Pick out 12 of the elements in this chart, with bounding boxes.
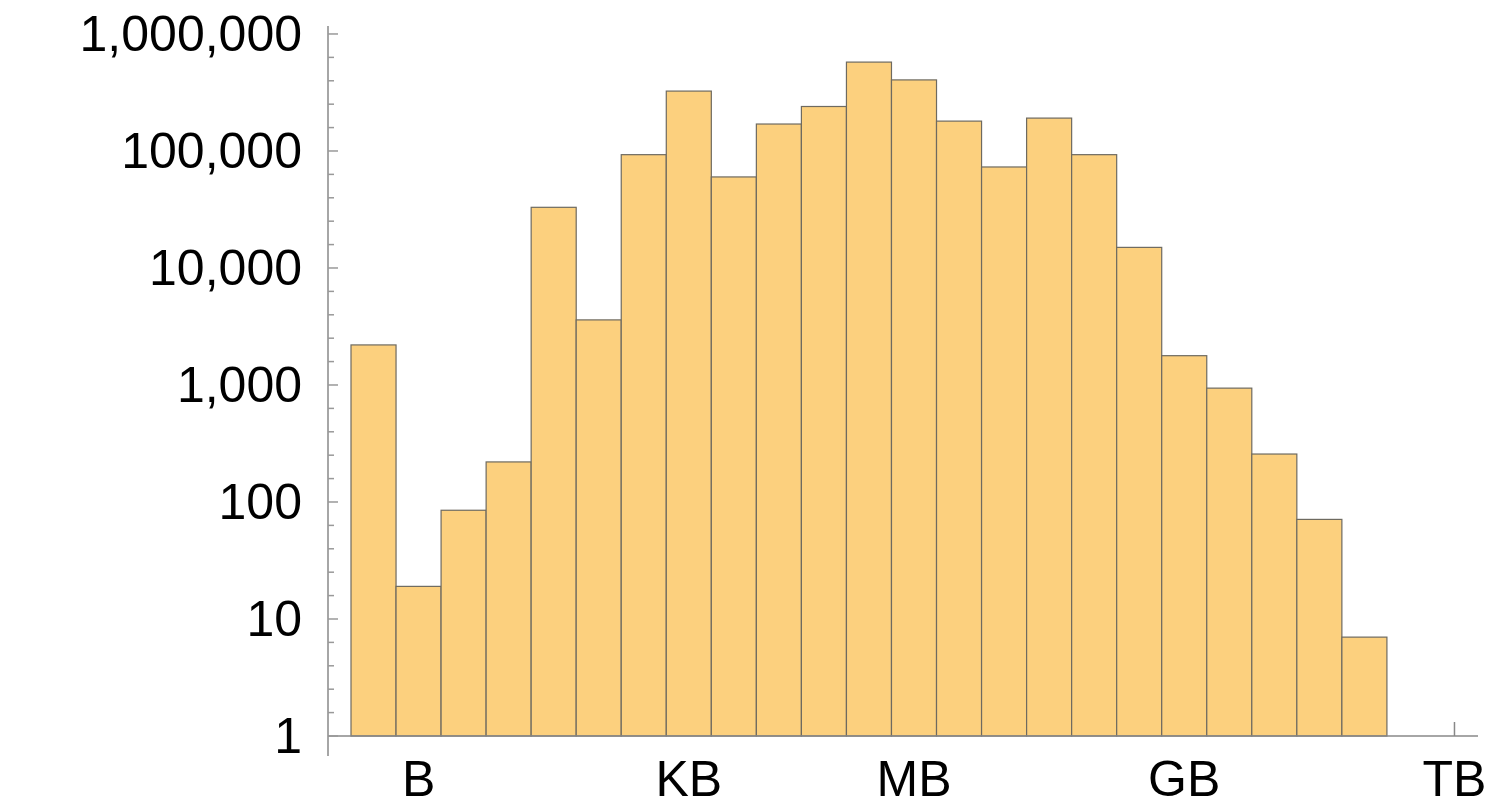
x-tick-label: B xyxy=(401,751,436,806)
y-tick-label: 1,000 xyxy=(176,356,302,413)
x-tick-label: TB xyxy=(1422,751,1486,806)
y-tick-label: 1,000,000 xyxy=(79,5,302,62)
y-tick-label: 10 xyxy=(246,591,302,647)
y-tick-label: 100 xyxy=(218,473,302,530)
y-tick-label: 100,000 xyxy=(121,122,302,179)
x-tick-label: GB xyxy=(1148,751,1221,806)
y-tick-label: 1 xyxy=(274,708,302,764)
x-tick-label: MB xyxy=(876,751,952,806)
y-tick-label: 10,000 xyxy=(149,239,302,296)
x-tick-label: KB xyxy=(655,751,723,806)
